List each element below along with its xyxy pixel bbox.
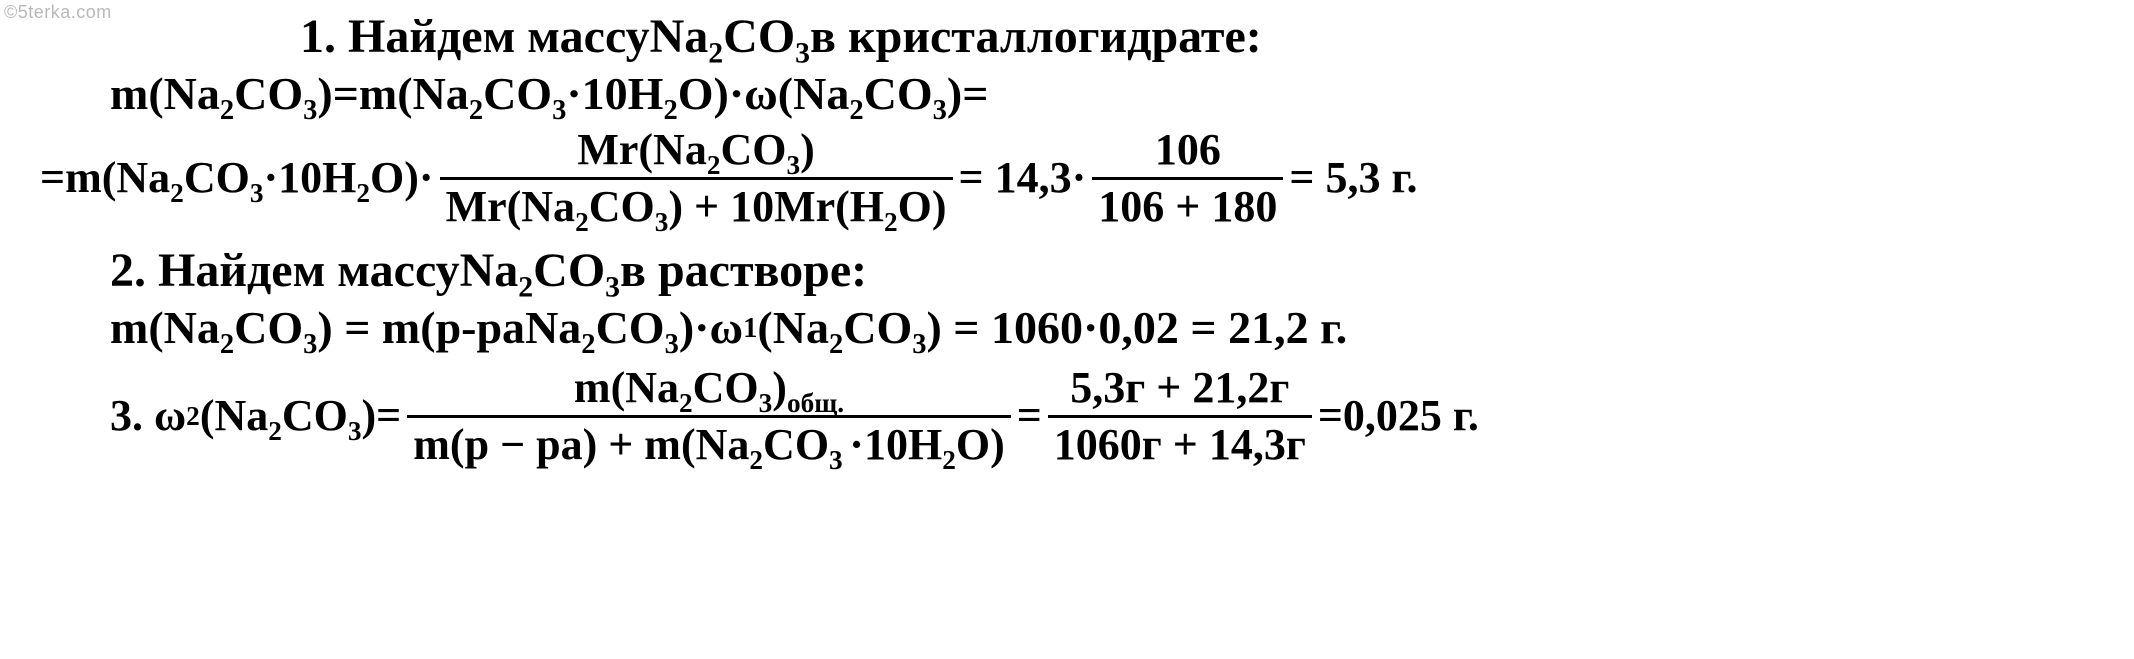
text: ) = m(р-ра [317, 304, 525, 352]
symbolic-fraction: m(Na2CO3)общ. m(р − ра) + m(Na2CO3·10H2O… [407, 365, 1010, 468]
text: ) = 1060·0,02 = 21,2 г. [926, 304, 1347, 352]
solution-body: 1. Найдем массу Na2CO3 в кристаллогидрат… [0, 0, 2134, 468]
species: Na2CO3 [164, 70, 318, 118]
text: = 5,3 г. [1289, 155, 1417, 201]
text: )= [362, 393, 402, 439]
text: )· [404, 155, 433, 201]
text: m( [110, 70, 164, 118]
step1-line2: =m( Na2CO3·10H2O )· Mr(Na2CO3) Mr(Na2CO3… [40, 127, 2094, 230]
text: 3. ω [110, 393, 186, 439]
step1-line1: m( Na2CO3 )=m( Na2CO3·10H2O )·ω( Na2CO3 … [110, 70, 2094, 118]
numerator: 5,3г + 21,2г [1064, 365, 1295, 411]
species: Na2CO3 [773, 304, 927, 352]
text: ) + 10Mr( [668, 182, 849, 231]
text: = [1017, 393, 1042, 439]
subscript: общ. [787, 388, 844, 418]
text: ) [990, 420, 1005, 469]
species: Na2CO3 [521, 182, 668, 231]
text: m(р − ра) + m( [413, 420, 695, 469]
symbolic-fraction: Mr(Na2CO3) Mr(Na2CO3) + 10Mr(H2O) [440, 127, 953, 230]
denominator: 1060г + 14,3г [1048, 422, 1312, 468]
text: = 14,3· [959, 155, 1087, 201]
step1-title: 1. Найдем массу Na2CO3 в кристаллогидрат… [300, 12, 2094, 62]
species: Na2CO3 [164, 304, 318, 352]
text: =0,025 г. [1318, 393, 1479, 439]
step2-title: 2. Найдем массу Na2CO3 в растворе: [110, 246, 2094, 296]
species: Na2CO3·10H2O [696, 420, 990, 469]
text: )=m( [317, 70, 412, 118]
step3-line: 3. ω2 ( Na2CO3 )= m(Na2CO3)общ. m(р − ра… [110, 365, 2094, 468]
text: )·ω( [714, 70, 794, 118]
text: Mr( [446, 182, 522, 231]
text: m( [574, 363, 625, 412]
text: ) [772, 363, 787, 412]
species: Na2CO3 [625, 363, 772, 412]
text: ) [800, 125, 815, 174]
text: )·ω [679, 304, 743, 352]
numerator: 106 [1149, 127, 1227, 173]
species: Na2CO3 [793, 70, 947, 118]
species: Na2CO3 [650, 12, 810, 62]
text: ( [757, 304, 772, 352]
species: Na2CO3 [525, 304, 679, 352]
text: m( [110, 304, 164, 352]
species: Na2CO3·10H2O [413, 70, 714, 118]
species: Na2CO3 [214, 393, 361, 439]
numeric-fraction: 5,3г + 21,2г 1060г + 14,3г [1048, 365, 1312, 468]
text: 1. Найдем массу [300, 12, 650, 62]
text: в кристаллогидрате: [810, 12, 1262, 62]
text: 2. Найдем массу [110, 246, 460, 296]
text: =m( [40, 155, 116, 201]
step2-line: m( Na2CO3 ) = m(р-ра Na2CO3 )·ω1 ( Na2CO… [110, 304, 2094, 352]
denominator: 106 + 180 [1092, 184, 1283, 230]
species: H2O [850, 182, 932, 231]
numeric-fraction: 106 106 + 180 [1092, 127, 1283, 230]
species: Na2CO3 [653, 125, 800, 174]
text: в растворе: [620, 246, 867, 296]
text: ( [200, 393, 215, 439]
species: Na2CO3·10H2O [116, 155, 404, 201]
text: Mr( [577, 125, 653, 174]
text: )= [947, 70, 989, 118]
text: ) [932, 182, 947, 231]
species: Na2CO3 [460, 246, 620, 296]
